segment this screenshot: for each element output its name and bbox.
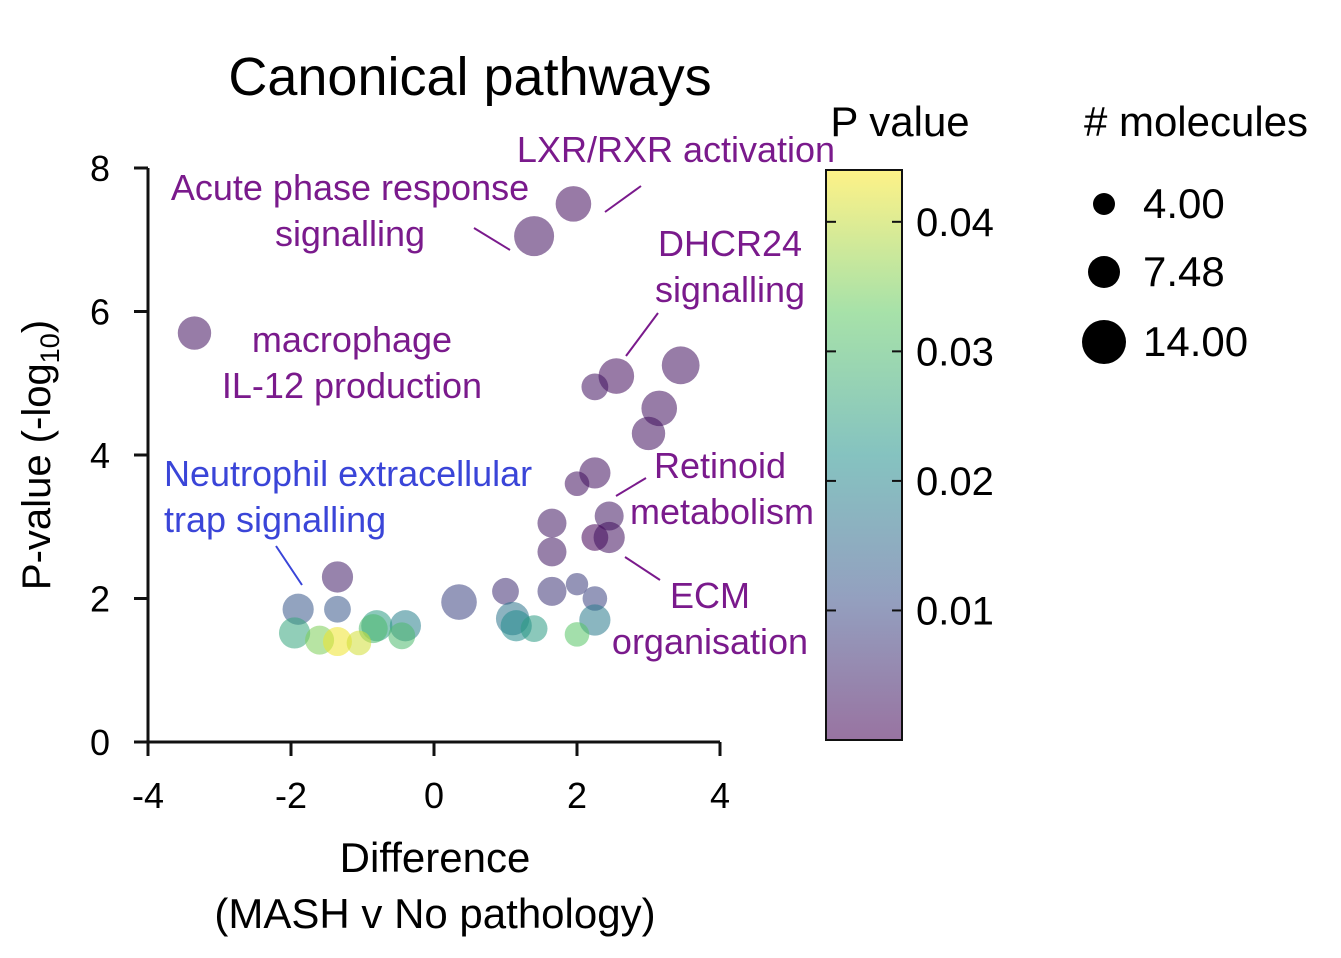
annotation-ecm-line2: organisation xyxy=(612,621,808,662)
x-tick-label-2: 0 xyxy=(424,775,444,816)
leader-line-neutrophil xyxy=(275,545,303,586)
leader-line-lxr-rxr xyxy=(604,185,642,213)
data-point-2 xyxy=(177,316,212,350)
y-tick-label-3: 6 xyxy=(90,292,110,333)
x-tick-label-0: -4 xyxy=(132,775,164,816)
annotation-macrophage-line2: IL-12 production xyxy=(222,365,482,406)
size-legend-label-large: 14.00 xyxy=(1143,318,1248,365)
colorbar-title: P value xyxy=(830,98,969,145)
size-legend: # molecules 4.00 7.48 14.00 xyxy=(1082,98,1308,365)
annotation-dhcr24-line2: signalling xyxy=(655,269,805,310)
colorbar-ticks: 0.01 0.02 0.03 0.04 xyxy=(826,201,994,633)
size-legend-label-small: 4.00 xyxy=(1143,180,1225,227)
data-point-13 xyxy=(593,521,625,554)
x-tick-label-3: 2 xyxy=(567,775,587,816)
colorbar-tick-label-2: 0.03 xyxy=(916,330,994,374)
data-point-19 xyxy=(582,586,608,611)
data-point-16 xyxy=(492,577,519,605)
data-point-22 xyxy=(324,595,351,623)
y-axis-label-end: ) xyxy=(15,320,59,333)
leader-line-acute-phase xyxy=(473,227,511,251)
y-tick-label-0: 0 xyxy=(90,722,110,763)
data-point-18 xyxy=(565,572,589,596)
leader-line-ecm xyxy=(624,556,661,581)
data-point-1 xyxy=(514,216,555,257)
y-ticks: 0 2 4 6 8 xyxy=(90,148,148,763)
annotation-macrophage-line1: macrophage xyxy=(252,319,452,360)
size-legend-dot-large xyxy=(1082,320,1126,364)
x-axis-label-line1: Difference xyxy=(340,834,531,881)
data-point-14 xyxy=(537,537,567,567)
annotation-retinoid-line1: Retinoid xyxy=(654,445,786,486)
annotation-neutrophil-line1: Neutrophil extracellular xyxy=(164,453,532,494)
annotation-ecm-line1: ECM xyxy=(670,575,750,616)
annotation-lxr-rxr: LXR/RXR activation xyxy=(517,129,835,170)
y-axis-label: P-value (-log10) xyxy=(15,320,65,590)
data-point-17 xyxy=(537,576,567,606)
chart-title: Canonical pathways xyxy=(228,47,711,107)
colorbar-tick-label-1: 0.02 xyxy=(916,460,994,504)
data-point-30 xyxy=(388,622,416,650)
x-tick-label-4: 4 xyxy=(710,775,730,816)
x-ticks: -4 -2 0 2 4 xyxy=(132,742,730,816)
annotation-acute-phase-line1: Acute phase response xyxy=(171,167,529,208)
data-point-33 xyxy=(322,627,352,657)
annotation-neutrophil-line2: trap signalling xyxy=(164,499,386,540)
annotation-retinoid-line2: metabolism xyxy=(630,491,814,532)
annotations-layer: LXR/RXR activation Acute phase response … xyxy=(164,129,835,662)
size-legend-dot-small xyxy=(1093,193,1115,215)
colorbar-tick-label-0: 0.01 xyxy=(916,589,994,633)
data-point-26 xyxy=(520,615,548,643)
colorbar-gradient xyxy=(825,169,903,741)
y-axis-label-main: P-value (-log xyxy=(15,363,59,590)
plot-area: -4 -2 0 2 4 0 2 4 6 8 xyxy=(90,148,730,816)
annotation-dhcr24-line1: DHCR24 xyxy=(658,223,802,264)
data-point-34 xyxy=(346,630,372,656)
leader-line-retinoid xyxy=(615,477,647,497)
data-point-3 xyxy=(661,346,700,385)
y-tick-label-4: 8 xyxy=(90,148,110,189)
points-layer xyxy=(177,186,700,657)
data-point-5 xyxy=(581,373,609,401)
x-tick-label-1: -2 xyxy=(275,775,307,816)
data-point-35 xyxy=(564,622,590,647)
data-point-0 xyxy=(555,186,592,222)
annotation-acute-phase-line2: signalling xyxy=(275,213,425,254)
data-point-20 xyxy=(441,584,477,620)
data-point-21 xyxy=(282,593,314,625)
size-legend-label-medium: 7.48 xyxy=(1143,248,1225,295)
leader-line-dhcr24 xyxy=(625,312,659,357)
data-point-11 xyxy=(537,508,567,538)
size-legend-title: # molecules xyxy=(1084,98,1308,145)
colorbar: P value 0.01 0.02 0.03 0.04 xyxy=(825,98,994,741)
colorbar-tick-label-3: 0.04 xyxy=(916,201,994,245)
x-axis-label-line2: (MASH v No pathology) xyxy=(214,890,655,937)
y-axis-label-subscript: 10 xyxy=(35,333,65,363)
y-tick-label-1: 2 xyxy=(90,579,110,620)
data-point-7 xyxy=(631,416,666,451)
data-point-31 xyxy=(278,617,311,649)
data-point-9 xyxy=(564,471,590,497)
data-point-10 xyxy=(594,501,624,531)
size-legend-dot-medium xyxy=(1088,256,1120,288)
y-tick-label-2: 4 xyxy=(90,435,110,476)
data-point-15 xyxy=(321,561,354,593)
